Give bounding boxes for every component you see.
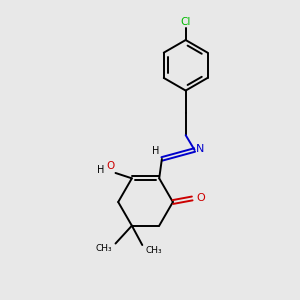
- Text: O: O: [106, 161, 114, 171]
- Text: N: N: [196, 144, 204, 154]
- Text: H: H: [97, 165, 104, 175]
- Text: O: O: [196, 194, 205, 203]
- Text: CH₃: CH₃: [145, 246, 162, 255]
- Text: Cl: Cl: [181, 16, 191, 27]
- Text: CH₃: CH₃: [96, 244, 112, 253]
- Text: H: H: [152, 146, 159, 156]
